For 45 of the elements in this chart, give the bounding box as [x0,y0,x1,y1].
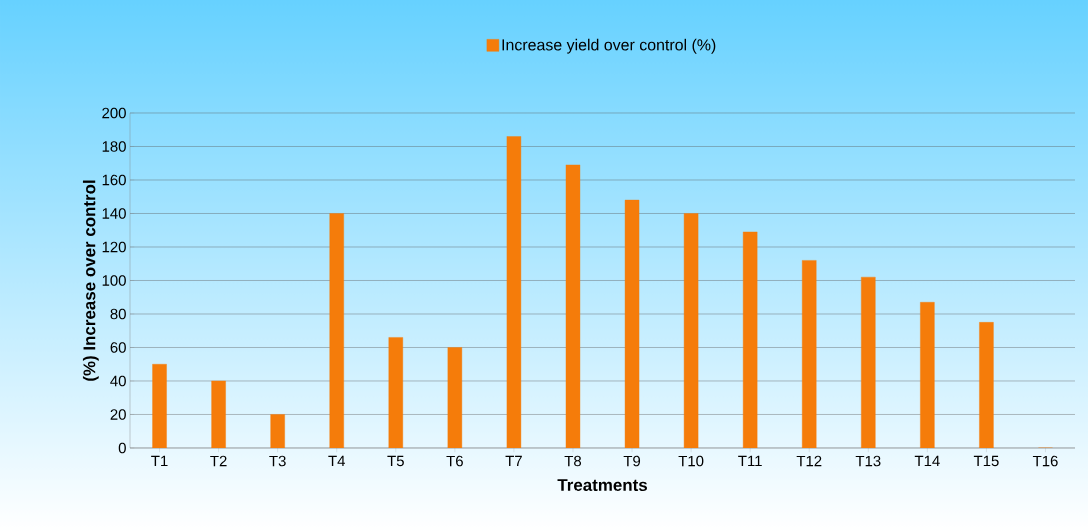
x-tick-label: T15 [973,455,999,467]
bar [211,380,226,448]
x-tick-label: T12 [796,455,822,467]
y-tick-label: 0 [118,442,126,454]
x-tick-label: T1 [151,455,168,467]
y-tick-label: 100 [102,275,126,286]
x-tick-label: T16 [1032,455,1058,467]
x-tick-label: T11 [738,455,762,467]
x-tick-label: T4 [328,455,346,467]
bar [506,136,522,448]
y-tick-label: 20 [110,409,126,420]
x-tick-label: T8 [564,455,582,467]
x-tick-label: T2 [210,455,227,467]
y-tick-label: 160 [102,174,126,186]
x-tick-label: T5 [387,455,404,467]
bar [920,302,935,448]
bar [388,337,403,448]
x-tick-label: T10 [678,455,704,467]
x-tick-label: T9 [623,455,641,467]
y-tick-label: 80 [110,308,126,320]
y-tick-label: 140 [102,208,126,219]
bar [861,276,876,448]
x-tick-label: T3 [269,455,286,467]
x-tick-label: T6 [446,455,463,467]
y-tick-label: 120 [102,241,126,253]
y-tick-label: 60 [110,342,126,353]
x-tick-label: T7 [505,455,522,467]
x-tick-label: T13 [855,455,881,467]
bar [683,213,699,448]
bar [447,347,463,448]
bar [565,164,581,448]
x-axis-title: Treatments [557,479,647,491]
bar [152,364,167,448]
y-axis-title: (%) Increase over control [82,180,99,381]
legend-label: Increase yield over control (%) [502,38,716,54]
x-tick-label: T14 [914,455,940,467]
bar [742,231,758,448]
y-tick-label: 200 [102,107,126,119]
bar [624,199,640,448]
bar [329,213,344,448]
bar [270,414,285,448]
y-tick-label: 40 [110,375,126,387]
bar [979,322,994,448]
bar [802,260,817,448]
y-tick-label: 180 [102,141,126,152]
